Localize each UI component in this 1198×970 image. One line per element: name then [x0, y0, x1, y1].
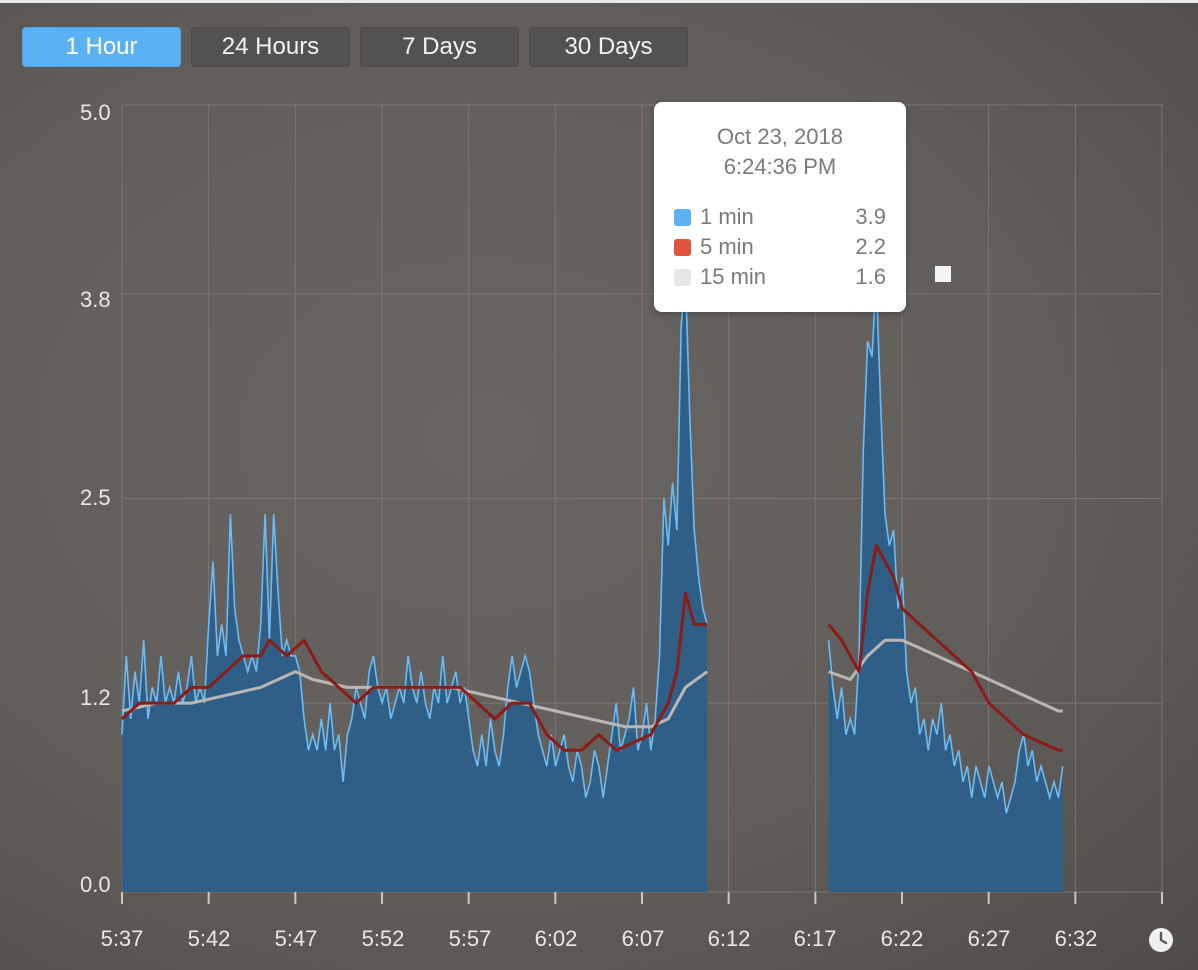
tooltip-row-label: 1 min — [700, 204, 754, 229]
tooltip-date: Oct 23, 2018 — [717, 124, 843, 149]
tooltip-time: 6:24:36 PM — [723, 154, 837, 179]
tooltip-row-value: 2.2 — [855, 234, 886, 259]
legend-swatch-15-min — [674, 269, 691, 286]
x-tick-label: 6:07 — [621, 926, 665, 951]
x-tick-marks — [121, 892, 1163, 904]
x-tick-label: 5:37 — [100, 926, 144, 951]
time-range-tabs: 1 Hour 24 Hours 7 Days 30 Days — [22, 27, 688, 67]
one-min-area — [122, 278, 1063, 893]
five-min-line — [120, 591, 708, 752]
tooltip-row-value: 1.6 — [855, 264, 886, 289]
x-tick-label: 6:12 — [707, 926, 751, 951]
tab-30-days[interactable]: 30 Days — [529, 27, 688, 67]
one-min-area-segment — [828, 278, 1063, 893]
y-tick-label: 5.0 — [80, 100, 111, 125]
tooltip-row-label: 5 min — [700, 234, 754, 259]
x-tick-label: 6:32 — [1054, 926, 1098, 951]
window-top-strip — [0, 0, 1198, 3]
x-tick-label: 6:22 — [880, 926, 924, 951]
tooltip-row-label: 15 min — [700, 264, 767, 289]
tooltip-row-1-min: 1 min 3.9 — [674, 204, 886, 232]
y-tick-label: 0.0 — [80, 872, 111, 897]
x-tick-label: 6:27 — [967, 926, 1011, 951]
x-tick-label: 5:57 — [448, 926, 492, 951]
y-tick-label: 1.2 — [80, 685, 111, 710]
series-lines — [120, 278, 1064, 814]
x-tick-label: 5:42 — [187, 926, 231, 951]
legend-swatch-1-min — [674, 209, 691, 226]
fifteen-min-line — [828, 638, 1063, 713]
x-tick-label: 6:02 — [534, 926, 578, 951]
tab-24-hours[interactable]: 24 Hours — [191, 27, 350, 67]
tooltip-row-5-min: 5 min 2.2 — [674, 234, 886, 262]
x-tick-label: 5:52 — [361, 926, 405, 951]
clock-icon[interactable] — [1148, 927, 1174, 953]
hover-point-marker — [935, 266, 951, 282]
tooltip-row-value: 3.9 — [855, 204, 886, 229]
legend-swatch-5-min — [674, 239, 691, 256]
x-tick-label: 6:17 — [793, 926, 837, 951]
tab-1-hour[interactable]: 1 Hour — [22, 27, 181, 67]
data-tooltip: Oct 23, 2018 6:24:36 PM 1 min 3.9 5 min … — [654, 102, 906, 312]
tab-7-days[interactable]: 7 Days — [360, 27, 519, 67]
x-tick-label: 5:47 — [274, 926, 318, 951]
y-tick-label: 3.8 — [80, 287, 111, 312]
tooltip-row-15-min: 15 min 1.6 — [674, 264, 886, 292]
one-min-line — [121, 278, 708, 798]
five-min-line — [827, 544, 1063, 752]
y-tick-label: 2.5 — [80, 485, 111, 510]
one-min-area-segment — [122, 278, 708, 893]
